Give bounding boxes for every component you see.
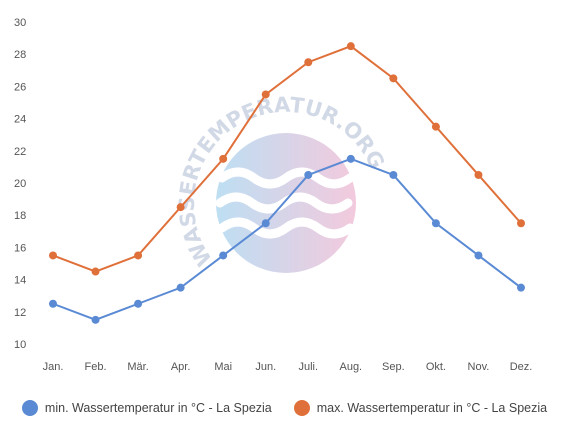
data-point-max[interactable] xyxy=(261,90,270,99)
x-axis: Jan. Feb. Mär. Apr. Mai Jun. Juli. Aug. Sep. Okt.… xyxy=(43,361,533,373)
data-point-min[interactable] xyxy=(176,283,185,292)
y-tick-label: 10 xyxy=(14,339,26,351)
x-tick-label: Apr. xyxy=(171,361,191,373)
x-tick-label: Aug. xyxy=(339,361,362,373)
x-tick-label: Nov. xyxy=(468,361,490,373)
legend-label-min: min. Wassertemperatur in °C - La Spezia xyxy=(44,401,272,415)
line-chart: WASSERTEMPERATUR.ORG 10 12 14 16 18 20 22 24 26 2… xyxy=(14,17,533,373)
data-point-max[interactable] xyxy=(474,170,483,179)
legend-item-max[interactable]: max. Wassertemperatur in °C - La Spezia xyxy=(293,400,548,416)
y-tick-label: 30 xyxy=(14,17,26,29)
x-tick-label: Sep. xyxy=(382,361,405,373)
legend-swatch-max xyxy=(293,400,310,416)
y-tick-label: 28 xyxy=(14,49,26,61)
legend-label-max: max. Wassertemperatur in °C - La Spezia xyxy=(316,401,548,415)
y-tick-label: 14 xyxy=(14,275,26,287)
watermark-logo: WASSERTEMPERATUR.ORG xyxy=(175,93,389,273)
data-point-min[interactable] xyxy=(261,219,270,228)
data-point-max[interactable] xyxy=(176,203,185,212)
x-tick-label: Mai xyxy=(214,361,232,373)
series-line-min xyxy=(52,157,522,321)
y-tick-label: 16 xyxy=(14,242,26,254)
data-point-max[interactable] xyxy=(91,267,100,276)
data-point-max[interactable] xyxy=(517,219,525,228)
series-line-max xyxy=(52,45,522,273)
x-tick-label: Jan. xyxy=(43,361,64,373)
data-point-min[interactable] xyxy=(431,219,440,228)
legend-item-min[interactable]: min. Wassertemperatur in °C - La Spezia xyxy=(21,400,272,416)
data-point-max[interactable] xyxy=(134,251,143,260)
series-layer xyxy=(49,42,525,324)
data-point-min[interactable] xyxy=(49,299,57,308)
x-tick-label: Okt. xyxy=(426,361,446,373)
x-tick-label: Mär. xyxy=(127,361,148,373)
y-tick-label: 12 xyxy=(14,307,26,319)
data-point-max[interactable] xyxy=(389,74,398,83)
legend-swatch-min xyxy=(21,400,38,416)
x-tick-label: Dez. xyxy=(510,361,533,373)
y-tick-label: 20 xyxy=(14,178,26,190)
data-point-min[interactable] xyxy=(474,251,483,260)
x-tick-label: Feb. xyxy=(85,361,107,373)
data-point-min[interactable] xyxy=(346,154,355,163)
y-tick-label: 24 xyxy=(14,114,26,126)
data-point-min[interactable] xyxy=(134,299,143,308)
y-tick-label: 22 xyxy=(14,146,26,158)
x-tick-label: Jun. xyxy=(255,361,276,373)
data-point-max[interactable] xyxy=(346,42,355,51)
data-point-max[interactable] xyxy=(49,251,57,260)
y-axis: 10 12 14 16 18 20 22 24 26 28 30 xyxy=(14,17,26,351)
data-point-min[interactable] xyxy=(304,170,313,179)
data-point-min[interactable] xyxy=(219,251,228,260)
data-point-min[interactable] xyxy=(91,315,100,324)
data-point-max[interactable] xyxy=(431,122,440,131)
y-tick-label: 18 xyxy=(14,210,26,222)
x-tick-label: Juli. xyxy=(298,361,318,373)
data-point-max[interactable] xyxy=(219,154,228,163)
y-tick-label: 26 xyxy=(14,81,26,93)
data-point-min[interactable] xyxy=(389,170,398,179)
data-point-min[interactable] xyxy=(517,283,525,292)
legend: min. Wassertemperatur in °C - La Spezia … xyxy=(0,396,569,420)
data-point-max[interactable] xyxy=(304,58,313,67)
